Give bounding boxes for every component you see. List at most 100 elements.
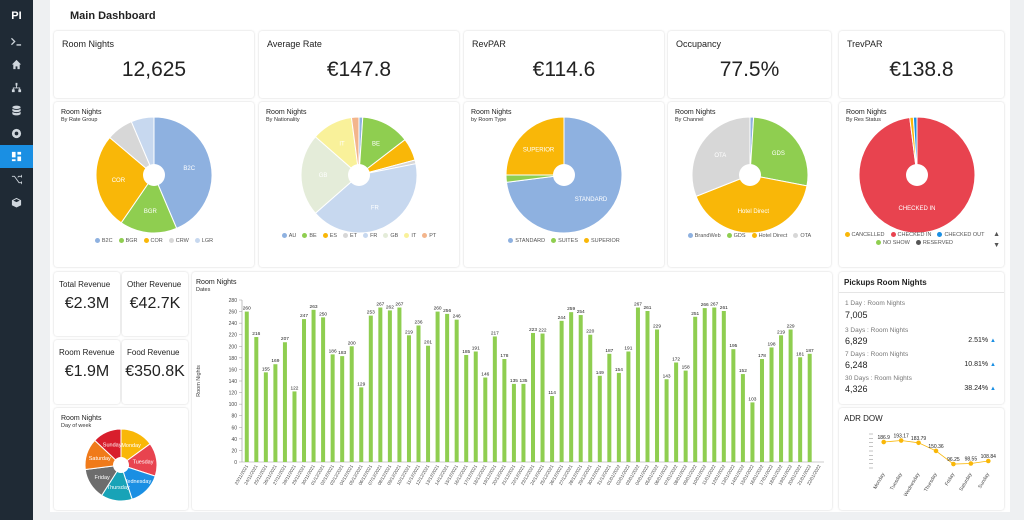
bar[interactable] bbox=[712, 307, 717, 462]
legend-item[interactable]: LGR bbox=[194, 238, 213, 244]
bar[interactable] bbox=[702, 308, 707, 462]
app-logo[interactable]: PI bbox=[11, 10, 22, 22]
legend-item[interactable]: GB bbox=[383, 233, 398, 239]
legend-item[interactable]: CRW bbox=[168, 238, 189, 244]
bar[interactable] bbox=[798, 357, 803, 462]
legend-item[interactable]: SUITES bbox=[551, 238, 578, 244]
bar[interactable] bbox=[340, 356, 345, 462]
pie-slice-hotel-direct[interactable] bbox=[695, 174, 808, 234]
pie-slice-checked-out[interactable] bbox=[912, 116, 918, 176]
bar[interactable] bbox=[731, 349, 736, 462]
pie-slice-sunday[interactable] bbox=[94, 428, 122, 467]
bar[interactable] bbox=[769, 347, 774, 462]
bar[interactable] bbox=[435, 311, 440, 462]
legend-item[interactable]: IT bbox=[404, 233, 416, 239]
bar[interactable] bbox=[464, 354, 469, 462]
pie-slice-gb[interactable] bbox=[300, 136, 360, 214]
bar[interactable] bbox=[359, 387, 364, 462]
legend-item[interactable]: CANCELLED bbox=[844, 232, 885, 238]
legend-scroll-up-icon[interactable]: ▲ bbox=[993, 231, 1000, 238]
bar[interactable] bbox=[588, 334, 593, 462]
bar[interactable] bbox=[349, 346, 354, 462]
bar[interactable] bbox=[559, 320, 564, 462]
legend-item[interactable]: OTA bbox=[793, 233, 811, 239]
bar[interactable] bbox=[483, 377, 488, 462]
adr-point[interactable] bbox=[968, 461, 974, 466]
settings-icon[interactable] bbox=[0, 122, 33, 145]
legend-scroll-down-icon[interactable]: ▼ bbox=[993, 242, 1000, 249]
bar[interactable] bbox=[416, 325, 421, 462]
adr-point[interactable] bbox=[933, 448, 939, 454]
legend-item[interactable]: FR bbox=[363, 233, 377, 239]
pie-slice-pt[interactable] bbox=[350, 116, 360, 176]
bar[interactable] bbox=[597, 375, 602, 462]
bar[interactable] bbox=[321, 317, 326, 462]
bar[interactable] bbox=[521, 383, 526, 462]
legend-item[interactable]: ET bbox=[343, 233, 357, 239]
bar[interactable] bbox=[578, 315, 583, 462]
dashboard-icon[interactable] bbox=[0, 145, 33, 168]
terminal-icon[interactable] bbox=[0, 30, 33, 53]
legend-item[interactable]: NO SHOW bbox=[875, 240, 910, 246]
legend-item[interactable]: COR bbox=[143, 238, 163, 244]
bar[interactable] bbox=[540, 333, 545, 462]
legend-item[interactable]: BrandWeb bbox=[687, 233, 721, 239]
bar[interactable] bbox=[635, 307, 640, 462]
bar[interactable] bbox=[750, 402, 755, 462]
legend-item[interactable]: BE bbox=[302, 233, 317, 239]
sitemap-icon[interactable] bbox=[0, 76, 33, 99]
adr-point[interactable] bbox=[985, 458, 991, 464]
bar[interactable] bbox=[378, 307, 383, 462]
bar[interactable] bbox=[807, 353, 812, 462]
bar[interactable] bbox=[693, 316, 698, 462]
legend-item[interactable]: Hotel Direct bbox=[751, 233, 787, 239]
bar[interactable] bbox=[616, 372, 621, 462]
pie-slice-lgr[interactable] bbox=[130, 116, 155, 176]
pie-slice-ota[interactable] bbox=[691, 116, 751, 198]
shuffle-icon[interactable] bbox=[0, 168, 33, 191]
database-icon[interactable] bbox=[0, 99, 33, 122]
legend-item[interactable]: PT bbox=[422, 233, 436, 239]
bar[interactable] bbox=[607, 353, 612, 462]
pie-slice-gds[interactable] bbox=[749, 116, 809, 187]
bar[interactable] bbox=[406, 335, 411, 462]
bar[interactable] bbox=[302, 319, 307, 462]
adr-point[interactable] bbox=[951, 461, 956, 467]
bar[interactable] bbox=[454, 319, 459, 462]
bar[interactable] bbox=[550, 396, 555, 462]
pie-slice-b2c[interactable] bbox=[153, 116, 213, 230]
bar[interactable] bbox=[473, 351, 478, 462]
bar[interactable] bbox=[292, 391, 297, 462]
bar[interactable] bbox=[655, 329, 660, 462]
bar[interactable] bbox=[254, 337, 259, 462]
legend-item[interactable]: CHECKED IN bbox=[890, 232, 931, 238]
legend-item[interactable]: RESERVED bbox=[915, 240, 953, 246]
bar[interactable] bbox=[282, 342, 287, 462]
bar[interactable] bbox=[426, 345, 431, 462]
adr-point[interactable] bbox=[881, 439, 887, 445]
bar[interactable] bbox=[445, 313, 450, 462]
legend-item[interactable]: GDS bbox=[726, 233, 746, 239]
legend-item[interactable]: SUPERIOR bbox=[584, 238, 620, 244]
bar[interactable] bbox=[511, 383, 516, 462]
bar[interactable] bbox=[626, 351, 631, 462]
legend-item[interactable]: B2C bbox=[94, 238, 113, 244]
bar[interactable] bbox=[674, 362, 679, 462]
bar[interactable] bbox=[387, 310, 392, 462]
bar[interactable] bbox=[311, 309, 316, 462]
bar[interactable] bbox=[759, 359, 764, 462]
bar[interactable] bbox=[502, 359, 507, 462]
pie-slice-fr[interactable] bbox=[314, 163, 418, 234]
legend-item[interactable]: BGR bbox=[118, 238, 138, 244]
bar[interactable] bbox=[330, 354, 335, 462]
bar[interactable] bbox=[664, 379, 669, 462]
bar[interactable] bbox=[244, 311, 249, 462]
legend-item[interactable]: ES bbox=[322, 233, 337, 239]
adr-point[interactable] bbox=[898, 438, 904, 443]
pie-slice-cor[interactable] bbox=[95, 136, 155, 224]
bar[interactable] bbox=[273, 364, 278, 462]
bar[interactable] bbox=[263, 372, 268, 462]
bar[interactable] bbox=[569, 312, 574, 462]
legend-item[interactable]: AU bbox=[281, 233, 296, 239]
home-icon[interactable] bbox=[0, 53, 33, 76]
